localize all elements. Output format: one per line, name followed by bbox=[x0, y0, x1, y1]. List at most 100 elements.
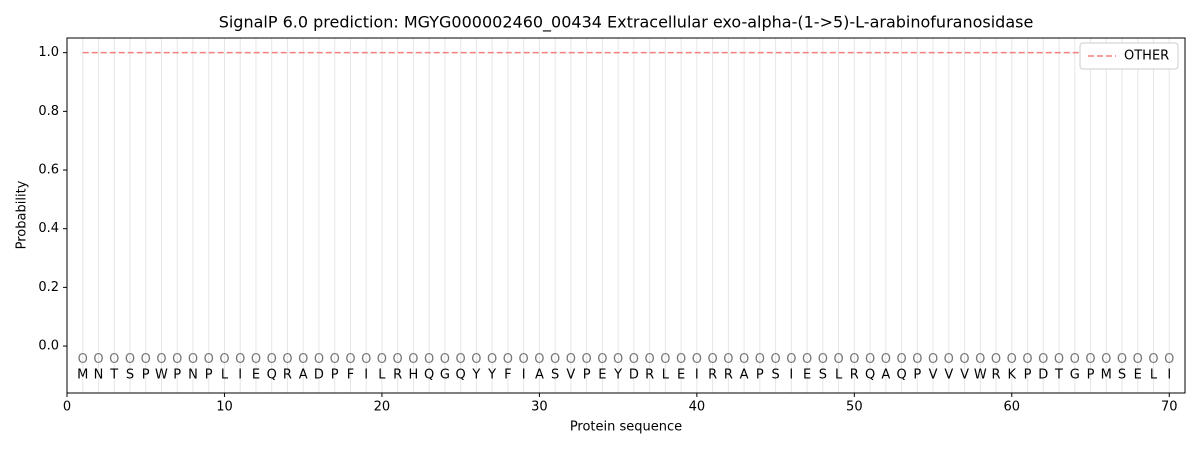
residue: G bbox=[1070, 367, 1080, 382]
y-tick-label: 0.8 bbox=[38, 104, 59, 119]
predicted-label: O bbox=[833, 352, 843, 367]
legend-box bbox=[1079, 42, 1179, 70]
predicted-label: O bbox=[109, 352, 119, 367]
predicted-label: O bbox=[393, 352, 403, 367]
residue: E bbox=[252, 367, 260, 382]
predicted-label: O bbox=[582, 352, 592, 367]
predicted-label: O bbox=[1148, 352, 1158, 367]
predicted-label: O bbox=[156, 352, 166, 367]
predicted-label: O bbox=[219, 352, 229, 367]
residue: D bbox=[629, 367, 639, 382]
residue: G bbox=[440, 367, 450, 382]
residue: P bbox=[756, 367, 764, 382]
predicted-label: O bbox=[204, 352, 214, 367]
residue: E bbox=[598, 367, 606, 382]
predicted-label: O bbox=[141, 352, 151, 367]
chart-title: SignalP 6.0 prediction: MGYG000002460_00… bbox=[219, 13, 1034, 33]
residue: R bbox=[645, 367, 654, 382]
predicted-label: O bbox=[251, 352, 261, 367]
residue: R bbox=[708, 367, 717, 382]
x-tick-label: 0 bbox=[63, 400, 71, 415]
predicted-label: O bbox=[235, 352, 245, 367]
x-tick-label: 40 bbox=[689, 400, 706, 415]
predicted-label: O bbox=[1038, 352, 1048, 367]
predicted-label: O bbox=[1133, 352, 1143, 367]
predicted-label: O bbox=[519, 352, 529, 367]
residue: Y bbox=[487, 367, 496, 382]
predicted-label: O bbox=[944, 352, 954, 367]
predicted-label: O bbox=[1085, 352, 1095, 367]
residue: V bbox=[944, 367, 953, 382]
residue: M bbox=[77, 367, 88, 382]
predicted-label: O bbox=[93, 352, 103, 367]
predicted-label: O bbox=[78, 352, 88, 367]
x-tick-label: 70 bbox=[1161, 400, 1178, 415]
residue: P bbox=[913, 367, 921, 382]
residue: Y bbox=[613, 367, 622, 382]
residue: Q bbox=[865, 367, 875, 382]
predicted-label: O bbox=[770, 352, 780, 367]
residue: Q bbox=[267, 367, 277, 382]
predicted-label: O bbox=[739, 352, 749, 367]
predicted-label: O bbox=[786, 352, 796, 367]
residue: F bbox=[347, 367, 354, 382]
predicted-label: O bbox=[282, 352, 292, 367]
predicted-label: O bbox=[345, 352, 355, 367]
predicted-label: O bbox=[645, 352, 655, 367]
y-tick-label: 0.6 bbox=[38, 163, 59, 178]
residue: S bbox=[819, 367, 827, 382]
predicted-label: O bbox=[692, 352, 702, 367]
predicted-label: O bbox=[503, 352, 513, 367]
predicted-label: O bbox=[298, 352, 308, 367]
predicted-label: O bbox=[314, 352, 324, 367]
residue: S bbox=[1118, 367, 1126, 382]
y-tick-label: 0.2 bbox=[38, 280, 59, 295]
residue: V bbox=[960, 367, 969, 382]
predicted-label: O bbox=[377, 352, 387, 367]
residue: V bbox=[566, 367, 575, 382]
predicted-label: O bbox=[172, 352, 182, 367]
residue: S bbox=[771, 367, 779, 382]
predicted-label: O bbox=[361, 352, 371, 367]
predicted-label: O bbox=[188, 352, 198, 367]
predicted-label: O bbox=[660, 352, 670, 367]
predicted-label: O bbox=[991, 352, 1001, 367]
residue: N bbox=[188, 367, 198, 382]
predicted-label: O bbox=[330, 352, 340, 367]
residue: R bbox=[850, 367, 859, 382]
residue: A bbox=[535, 367, 544, 382]
predicted-label: O bbox=[456, 352, 466, 367]
predicted-label: O bbox=[1022, 352, 1032, 367]
predicted-label: O bbox=[267, 352, 277, 367]
predicted-label: O bbox=[912, 352, 922, 367]
predicted-label: O bbox=[707, 352, 717, 367]
residue: N bbox=[94, 367, 104, 382]
y-tick-label: 1.0 bbox=[38, 45, 59, 60]
residue: Q bbox=[456, 367, 466, 382]
predicted-label: O bbox=[1054, 352, 1064, 367]
x-tick-label: 30 bbox=[531, 400, 548, 415]
residue: R bbox=[992, 367, 1001, 382]
residue: T bbox=[1054, 367, 1063, 382]
residue: P bbox=[583, 367, 591, 382]
y-tick-label: 0.0 bbox=[38, 339, 59, 354]
residue: R bbox=[724, 367, 733, 382]
residue: I bbox=[1167, 367, 1171, 382]
predicted-label: O bbox=[534, 352, 544, 367]
predicted-label: O bbox=[487, 352, 497, 367]
residue: W bbox=[155, 367, 168, 382]
x-axis-label: Protein sequence bbox=[570, 420, 682, 435]
plot-frame bbox=[66, 37, 1186, 394]
predicted-label: O bbox=[881, 352, 891, 367]
predicted-label: O bbox=[928, 352, 938, 367]
residue: Q bbox=[424, 367, 434, 382]
residue: P bbox=[331, 367, 339, 382]
predicted-label: O bbox=[550, 352, 560, 367]
residue: L bbox=[1150, 367, 1158, 382]
residue: P bbox=[173, 367, 181, 382]
residue: W bbox=[974, 367, 987, 382]
predicted-label: O bbox=[597, 352, 607, 367]
residue: S bbox=[551, 367, 559, 382]
predicted-label: O bbox=[676, 352, 686, 367]
